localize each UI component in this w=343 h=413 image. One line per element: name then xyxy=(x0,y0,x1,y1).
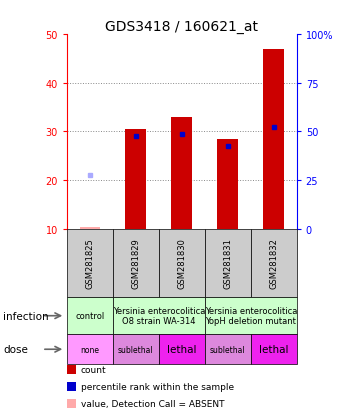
Text: lethal: lethal xyxy=(167,344,197,354)
Text: GSM281825: GSM281825 xyxy=(85,238,94,289)
Text: sublethal: sublethal xyxy=(210,345,246,354)
Text: count: count xyxy=(81,365,106,374)
Bar xyxy=(80,228,100,229)
Text: GSM281832: GSM281832 xyxy=(269,238,278,289)
Text: sublethal: sublethal xyxy=(118,345,154,354)
Text: GSM281831: GSM281831 xyxy=(223,238,232,289)
Text: GSM281829: GSM281829 xyxy=(131,238,140,289)
Text: lethal: lethal xyxy=(259,344,288,354)
Bar xyxy=(263,50,284,229)
Text: control: control xyxy=(75,311,105,320)
Text: value, Detection Call = ABSENT: value, Detection Call = ABSENT xyxy=(81,399,224,408)
Bar xyxy=(80,228,100,229)
Text: dose: dose xyxy=(3,344,28,354)
Text: Yersinia enterocolitica
O8 strain WA-314: Yersinia enterocolitica O8 strain WA-314 xyxy=(113,306,205,325)
Text: Yersinia enterocolitica
YopH deletion mutant: Yersinia enterocolitica YopH deletion mu… xyxy=(204,306,297,325)
Bar xyxy=(217,140,238,229)
Text: GSM281830: GSM281830 xyxy=(177,238,186,289)
Bar xyxy=(126,130,146,229)
Text: infection: infection xyxy=(3,311,49,321)
Bar xyxy=(172,118,192,229)
Text: none: none xyxy=(80,345,99,354)
Title: GDS3418 / 160621_at: GDS3418 / 160621_at xyxy=(105,20,258,34)
Text: percentile rank within the sample: percentile rank within the sample xyxy=(81,382,234,391)
